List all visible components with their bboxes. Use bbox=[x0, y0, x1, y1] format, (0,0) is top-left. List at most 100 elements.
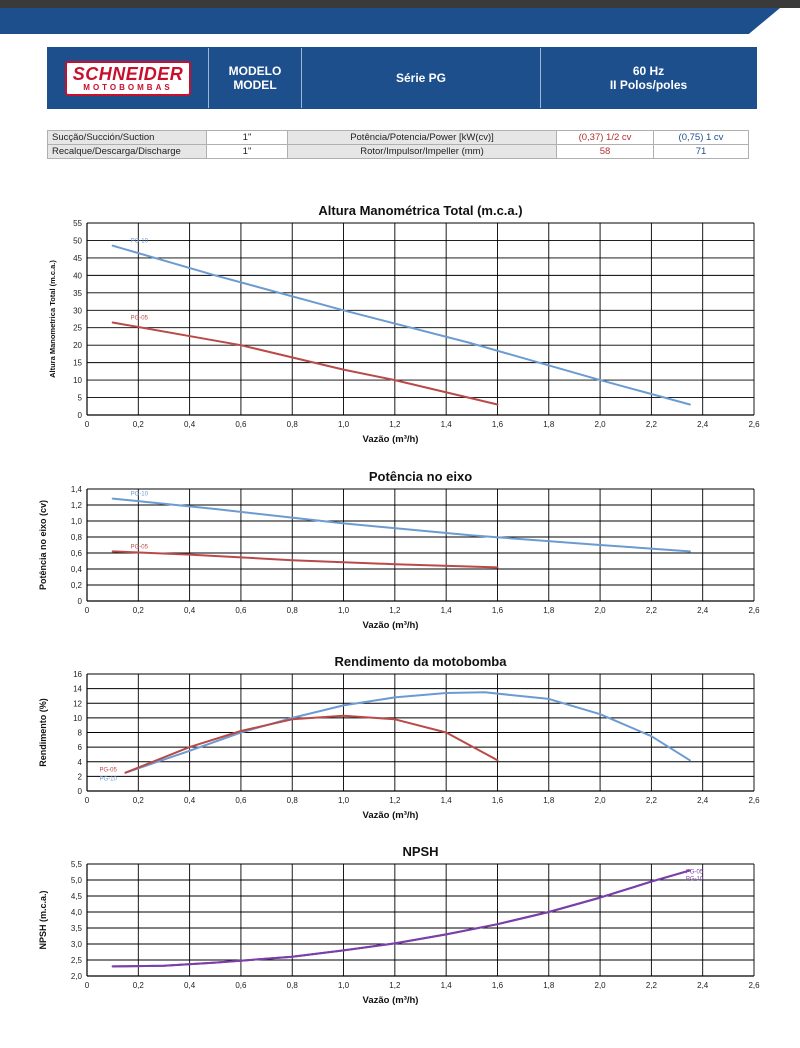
x-tick-label: 2,4 bbox=[697, 420, 709, 429]
series-label: PG-05 bbox=[686, 869, 704, 875]
series-label: PG-10 bbox=[686, 876, 704, 882]
x-tick-label: 0 bbox=[85, 981, 90, 990]
y-tick-label: 2,5 bbox=[71, 956, 83, 965]
spec-pg05-value: 58 bbox=[556, 144, 654, 159]
x-tick-label: 0 bbox=[85, 796, 90, 805]
x-tick-label: 1,8 bbox=[543, 981, 555, 990]
x-tick-label: 0,8 bbox=[287, 981, 299, 990]
chart-title: Altura Manométrica Total (m.c.a.) bbox=[318, 203, 522, 218]
x-tick-label: 0 bbox=[85, 606, 90, 615]
x-tick-label: 0,8 bbox=[287, 606, 299, 615]
x-tick-label: 2,4 bbox=[697, 796, 709, 805]
x-tick-label: 1,4 bbox=[441, 420, 453, 429]
x-tick-label: 1,6 bbox=[492, 796, 504, 805]
series-line-pg-10 bbox=[111, 244, 691, 406]
y-tick-label: 2,0 bbox=[71, 972, 83, 981]
spec-row-discharge: Recalque/Descarga/Discharge 1" Rotor/Imp… bbox=[47, 144, 749, 159]
logo-box: SCHNEIDER MOTOBOMBAS bbox=[64, 60, 192, 96]
y-tick-label: 5 bbox=[78, 394, 83, 403]
spec-pg10-value: 71 bbox=[653, 144, 749, 159]
y-tick-label: 55 bbox=[73, 219, 82, 228]
x-tick-label: 2,6 bbox=[748, 420, 760, 429]
y-tick-label: 0 bbox=[78, 411, 83, 420]
y-tick-label: 20 bbox=[73, 341, 82, 350]
y-tick-label: 0 bbox=[78, 597, 83, 606]
series-line-pg-05 bbox=[111, 869, 691, 968]
y-tick-label: 50 bbox=[73, 236, 82, 245]
x-tick-label: 0,4 bbox=[184, 796, 196, 805]
y-tick-label: 1,0 bbox=[71, 517, 83, 526]
y-tick-label: 0 bbox=[78, 787, 83, 796]
x-tick-label: 1,6 bbox=[492, 981, 504, 990]
x-tick-label: 2,2 bbox=[646, 606, 658, 615]
y-tick-label: 10 bbox=[73, 376, 82, 385]
x-tick-label: 2,2 bbox=[646, 420, 658, 429]
chart-title: Potência no eixo bbox=[369, 469, 472, 484]
y-tick-label: 3,0 bbox=[71, 940, 83, 949]
series-line-pg-05 bbox=[124, 714, 499, 774]
x-tick-label: 0,2 bbox=[133, 796, 145, 805]
chart-title: Rendimento da motobomba bbox=[335, 654, 508, 669]
x-tick-label: 0,8 bbox=[287, 420, 299, 429]
y-tick-label: 6 bbox=[78, 743, 83, 752]
x-tick-label: 1,2 bbox=[389, 796, 401, 805]
x-tick-label: 1,0 bbox=[338, 981, 350, 990]
product-header: SCHNEIDER MOTOBOMBAS MODELO MODEL Série … bbox=[47, 47, 757, 109]
x-tick-label: 2,0 bbox=[595, 606, 607, 615]
series-line-pg-10 bbox=[111, 869, 691, 968]
y-tick-label: 3,5 bbox=[71, 924, 83, 933]
x-tick-label: 2,4 bbox=[697, 606, 709, 615]
x-tick-label: 1,4 bbox=[441, 606, 453, 615]
x-tick-label: 0,2 bbox=[133, 420, 145, 429]
x-tick-label: 0,2 bbox=[133, 606, 145, 615]
chart-npsh: NPSH 0 0,2 0,4 0,6 0,8 1,0 1,2 1,4 1,6 1,8 2,0 2,2 2,… bbox=[0, 840, 800, 1018]
x-tick-label: 1,6 bbox=[492, 420, 504, 429]
spec-param: Potência/Potencia/Power [kW(cv)] bbox=[287, 130, 557, 145]
x-tick-label: 1,4 bbox=[441, 981, 453, 990]
y-tick-label: 4 bbox=[78, 758, 83, 767]
power-chart-svg: Potência no eixo 0 0,2 0,4 0,6 0,8 1,0 1,2 1,4 1,… bbox=[38, 469, 760, 631]
x-tick-label: 0,2 bbox=[133, 981, 145, 990]
y-tick-label: 2 bbox=[78, 772, 83, 781]
x-tick-label: 0,6 bbox=[235, 981, 247, 990]
chart-power: Potência no eixo 0 0,2 0,4 0,6 0,8 1,0 1,2 1,4 1,… bbox=[0, 465, 800, 643]
series-line-pg-10 bbox=[124, 691, 691, 774]
y-tick-label: 4,5 bbox=[71, 892, 83, 901]
x-tick-label: 0,4 bbox=[184, 981, 196, 990]
x-tick-label: 2,0 bbox=[595, 420, 607, 429]
series-label: PG-10 bbox=[99, 777, 117, 783]
y-tick-label: 14 bbox=[73, 685, 82, 694]
y-axis-label: NPSH (m.c.a.) bbox=[38, 890, 48, 949]
series-label: Série PG bbox=[301, 48, 540, 108]
x-tick-label: 1,2 bbox=[389, 981, 401, 990]
x-tick-label: 2,6 bbox=[748, 981, 760, 990]
series-label: PG-05 bbox=[131, 544, 149, 550]
y-axis-label: Potência no eixo (cv) bbox=[38, 500, 48, 590]
x-tick-label: 2,6 bbox=[748, 796, 760, 805]
brand-name: SCHNEIDER bbox=[72, 63, 184, 84]
x-tick-label: 2,0 bbox=[595, 981, 607, 990]
x-tick-label: 1,2 bbox=[389, 420, 401, 429]
x-tick-label: 2,2 bbox=[646, 981, 658, 990]
x-tick-label: 0,6 bbox=[235, 606, 247, 615]
x-tick-label: 1,2 bbox=[389, 606, 401, 615]
y-tick-label: 25 bbox=[73, 324, 82, 333]
x-axis-label: Vazão (m³/h) bbox=[363, 995, 419, 1006]
y-tick-label: 1,2 bbox=[71, 501, 83, 510]
x-tick-label: 0,6 bbox=[235, 420, 247, 429]
x-axis-label: Vazão (m³/h) bbox=[363, 810, 419, 821]
spec-label: Sucção/Succión/Suction bbox=[47, 130, 207, 145]
y-tick-label: 5,5 bbox=[71, 860, 83, 869]
y-tick-label: 0,8 bbox=[71, 533, 83, 542]
series-line-pg-05 bbox=[111, 321, 499, 406]
x-tick-label: 1,8 bbox=[543, 420, 555, 429]
x-tick-label: 1,0 bbox=[338, 796, 350, 805]
chart-efficiency: Rendimento da motobomba 0 0,2 0,4 0,6 0,8 1,0 1… bbox=[0, 650, 800, 832]
y-tick-label: 10 bbox=[73, 714, 82, 723]
x-axis-label: Vazão (m³/h) bbox=[363, 434, 419, 445]
brand-subtitle: MOTOBOMBAS bbox=[83, 82, 173, 92]
x-tick-label: 0,4 bbox=[184, 606, 196, 615]
x-tick-label: 1,8 bbox=[543, 606, 555, 615]
series-label: PG-10 bbox=[131, 492, 149, 498]
chart-head: Altura Manométrica Total (m.c.a.) 0 0,2 0,4… bbox=[0, 195, 800, 450]
